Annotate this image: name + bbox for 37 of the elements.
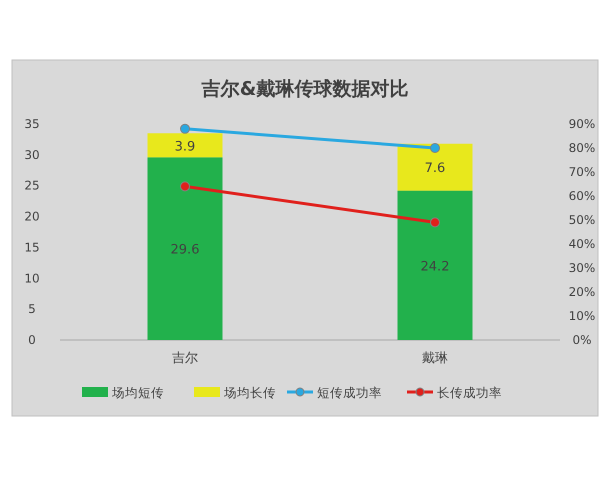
y-tick-label: 10 <box>24 271 40 286</box>
y2-tick-label: 0% <box>572 333 592 347</box>
y2-tick-label: 30% <box>568 261 596 275</box>
y-tick-label: 0 <box>28 333 36 347</box>
y2-tick-label: 70% <box>568 165 596 179</box>
y2-tick-label: 40% <box>568 237 596 251</box>
bar <box>398 144 472 191</box>
y-tick-label: 35 <box>24 117 40 131</box>
y-tick-label: 5 <box>28 302 36 316</box>
y2-tick-label: 80% <box>568 141 596 155</box>
data-label: 24.2 <box>420 259 450 274</box>
data-label: 3.9 <box>174 139 196 154</box>
y2-tick-label: 10% <box>568 309 596 323</box>
y2-tick-label: 50% <box>568 213 596 227</box>
y2-tick-label: 60% <box>568 189 596 203</box>
bar <box>398 190 472 340</box>
data-label: 7.6 <box>424 161 446 176</box>
y2-tick-label: 90% <box>568 117 596 131</box>
point <box>180 181 190 192</box>
legend-label: 短传成功率 <box>317 385 382 400</box>
point <box>430 217 440 228</box>
y-tick-label: 15 <box>24 240 40 254</box>
y-tick-label: 25 <box>24 178 40 193</box>
x-tick-label: 戴琳 <box>422 351 448 366</box>
bar <box>148 157 222 340</box>
bar <box>148 133 222 158</box>
point <box>430 143 440 153</box>
legend-label: 长传成功率 <box>437 385 502 400</box>
y-tick-label: 20 <box>24 210 40 224</box>
legend-label: 场均长传 <box>223 385 276 400</box>
legend-label: 场均短传 <box>111 385 164 400</box>
x-tick-label: 吉尔 <box>172 351 198 366</box>
y2-tick-label: 20% <box>568 285 596 299</box>
data-label: 29.6 <box>170 242 200 258</box>
chart-title: 吉尔&戴琳传球数据对比 <box>200 78 408 100</box>
point <box>180 124 190 134</box>
y-tick-label: 30 <box>24 148 40 162</box>
